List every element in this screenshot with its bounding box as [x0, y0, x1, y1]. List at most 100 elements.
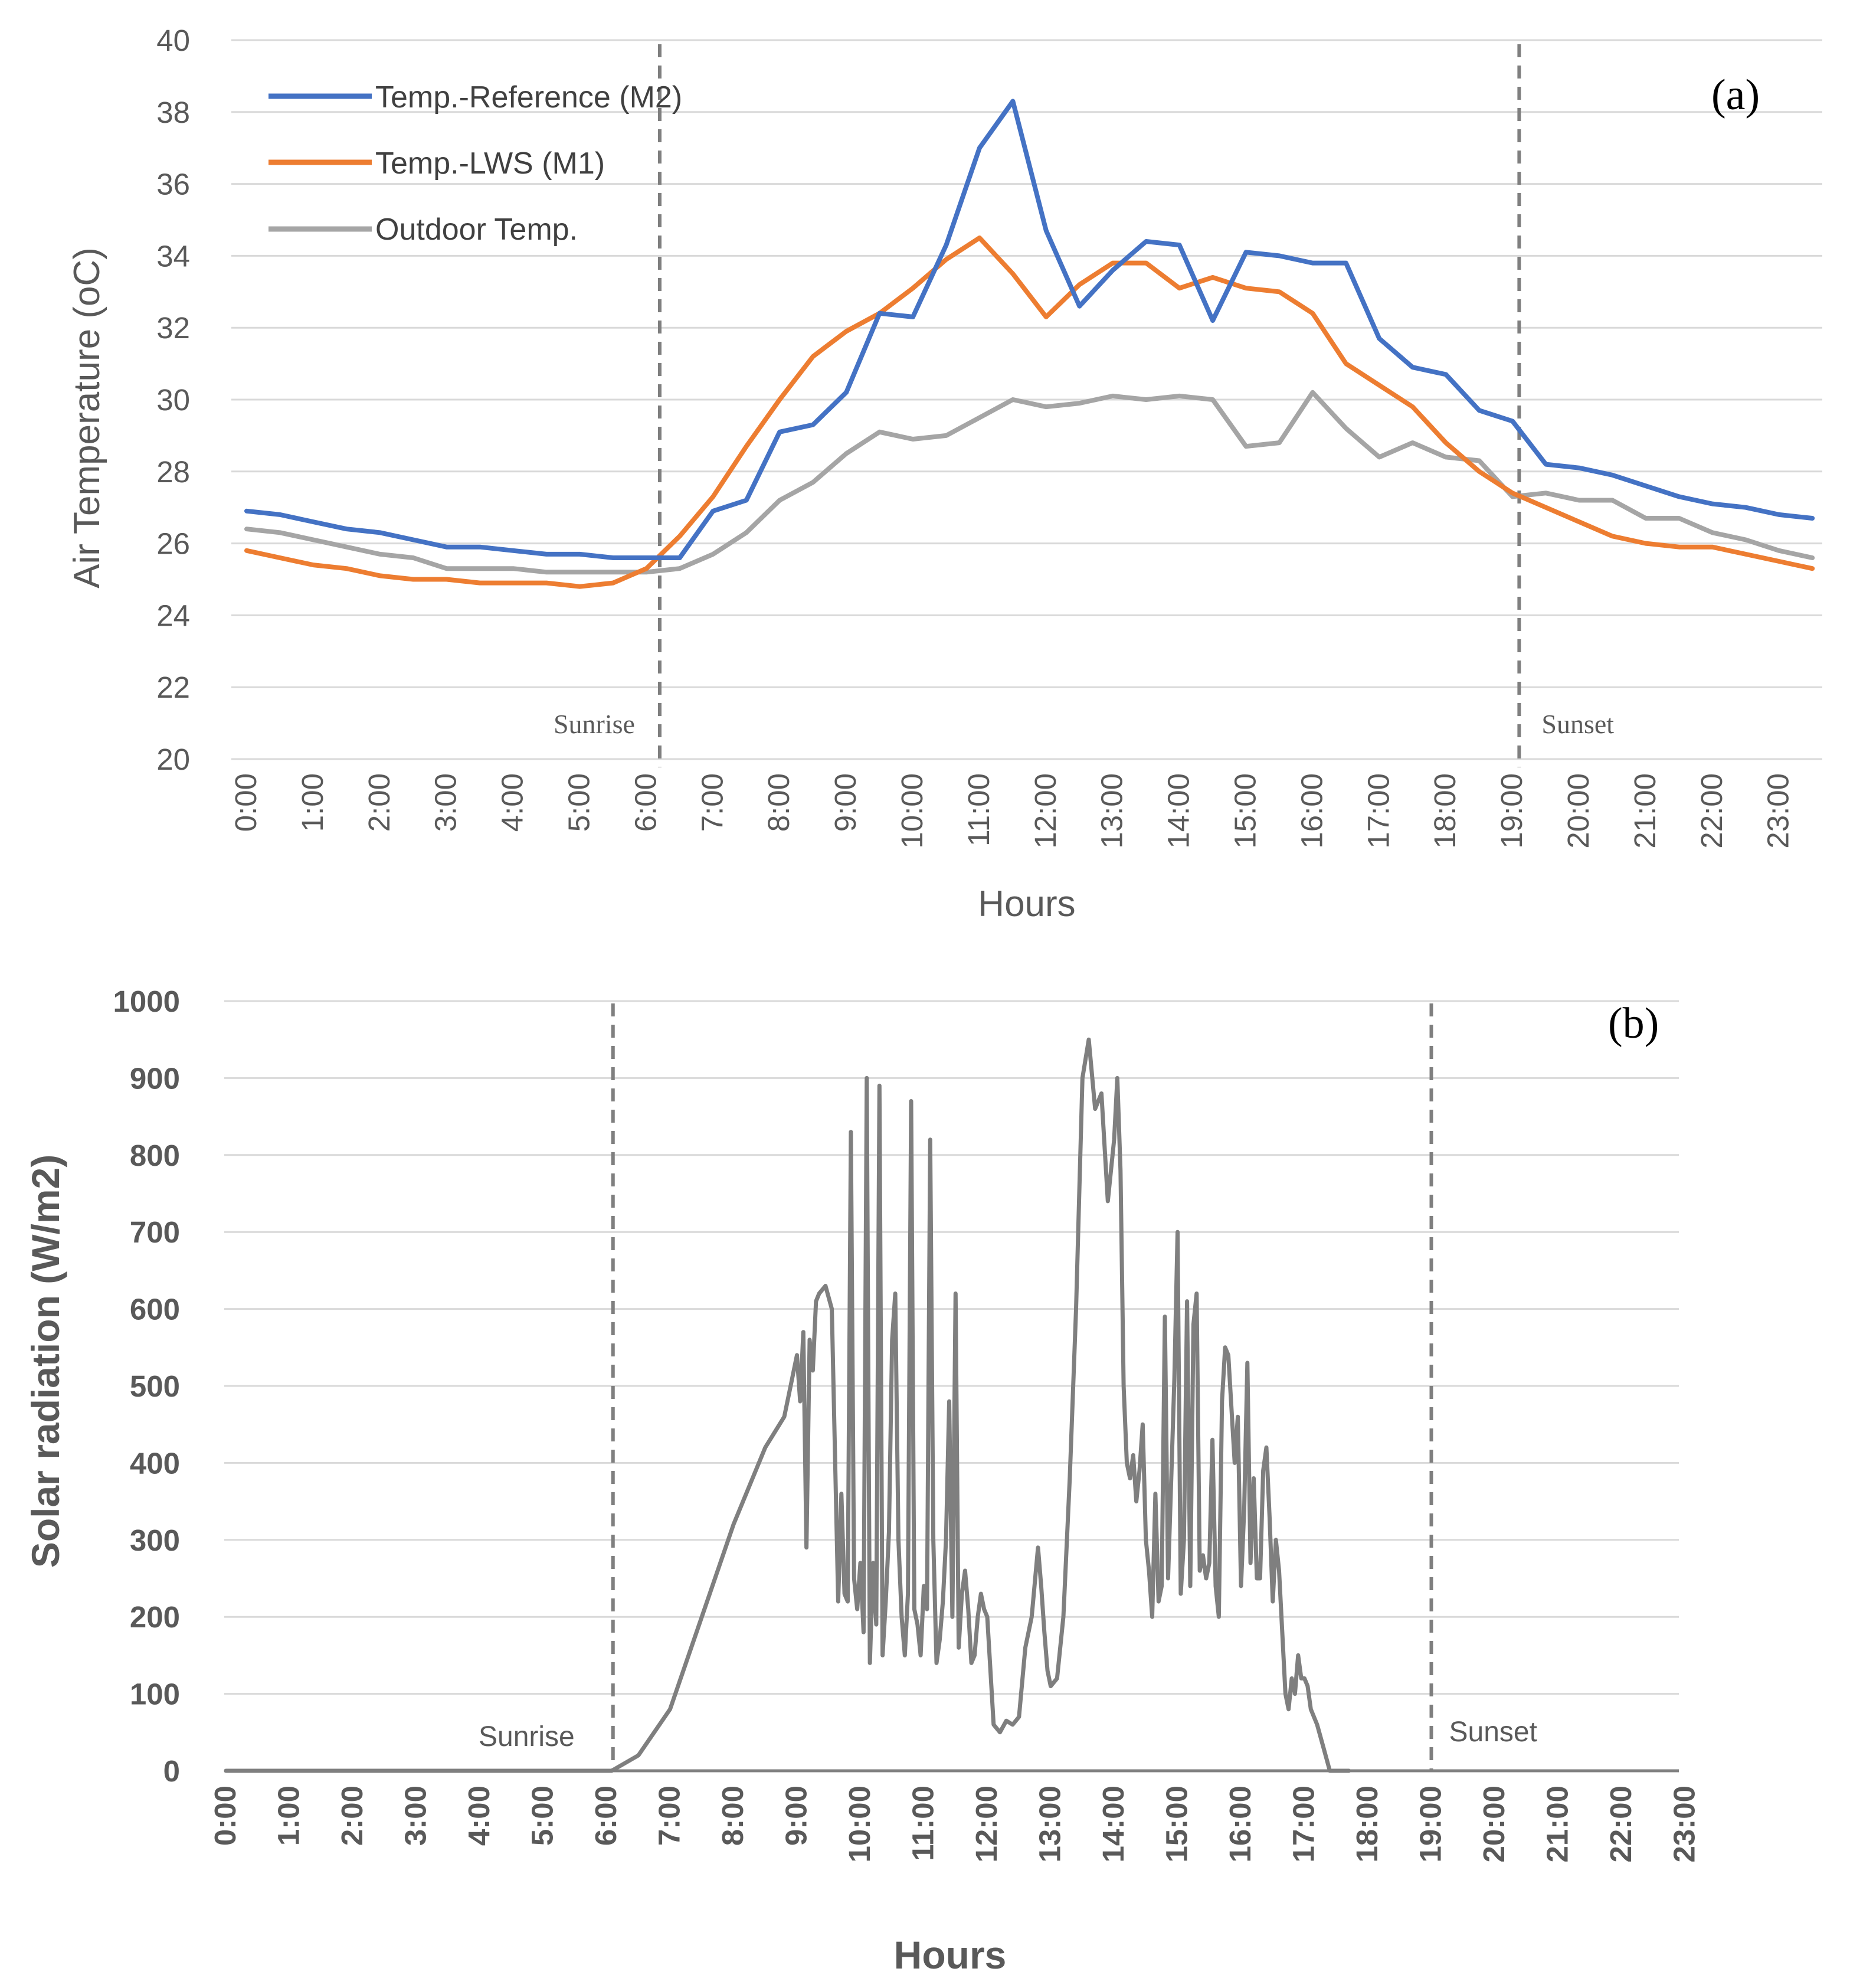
a-y-axis-title: Air Temperature (oC) — [67, 247, 107, 588]
a-x-tick-label: 11:00 — [962, 773, 996, 846]
a-y-tick-label: 32 — [156, 311, 190, 345]
b-x-tick-label: 12:00 — [970, 1786, 1003, 1862]
b-y-tick-label: 900 — [130, 1061, 180, 1095]
a-x-tick-label: 2:00 — [362, 773, 396, 832]
b-x-tick-label: 23:00 — [1668, 1786, 1701, 1862]
a-x-tick-label: 21:00 — [1628, 773, 1662, 849]
b-marker-lines: Sunrise Sunset — [479, 1003, 1537, 1771]
b-y-tick-label: 800 — [130, 1139, 180, 1172]
b-x-tick-label: 0:00 — [208, 1786, 242, 1846]
b-x-tick-label: 8:00 — [716, 1786, 749, 1846]
a-legend: Temp.-Reference (M2) Temp.-LWS (M1) Outd… — [269, 80, 682, 247]
a-y-tick-label: 34 — [156, 239, 190, 273]
b-marker-label: Sunset — [1449, 1716, 1537, 1748]
b-y-tick-label: 500 — [130, 1369, 180, 1403]
b-y-tick-label: 1000 — [113, 985, 180, 1018]
a-y-tick-labels: 20 22 24 26 28 30 32 34 36 38 40 — [156, 24, 190, 776]
b-marker-label: Sunrise — [479, 1721, 575, 1752]
b-x-axis-title: Hours — [894, 1933, 1007, 1977]
b-x-tick-label: 4:00 — [462, 1786, 496, 1846]
a-x-tick-label: 13:00 — [1095, 773, 1129, 849]
a-gridlines — [231, 39, 1822, 760]
b-x-tick-label: 15:00 — [1160, 1786, 1194, 1862]
b-x-tick-label: 19:00 — [1414, 1786, 1448, 1862]
legend-label-outdoor: Outdoor Temp. — [375, 212, 578, 247]
panel-label-b: (b) — [1608, 999, 1659, 1048]
b-y-tick-label: 100 — [130, 1678, 180, 1711]
a-x-tick-label: 0:00 — [229, 773, 263, 832]
b-x-tick-label: 7:00 — [653, 1786, 686, 1846]
a-series-line-2 — [244, 236, 1815, 589]
a-x-tick-label: 4:00 — [496, 773, 529, 832]
a-marker-lines: Sunrise Sunset — [554, 44, 1614, 767]
a-x-axis-title: Hours — [978, 884, 1075, 924]
a-series-lines — [244, 99, 1815, 589]
a-x-tick-label: 22:00 — [1695, 773, 1728, 849]
a-y-tick-label: 24 — [156, 599, 190, 632]
b-x-tick-label: 20:00 — [1477, 1786, 1511, 1862]
a-marker-label: Sunrise — [554, 709, 635, 739]
b-x-tick-label: 9:00 — [780, 1786, 813, 1846]
b-x-tick-label: 2:00 — [335, 1786, 369, 1846]
panel-a-temperature-chart: 20 22 24 26 28 30 32 34 36 38 40 0:00 1:00 2:00 3:00 4… — [67, 24, 1822, 924]
a-x-tick-label: 14:00 — [1162, 773, 1196, 849]
a-x-tick-label: 1:00 — [296, 773, 329, 832]
a-y-tick-label: 20 — [156, 743, 190, 776]
a-x-tick-labels: 0:00 1:00 2:00 3:00 4:00 5:00 6:00 7:00 8:00 9:00… — [229, 773, 1795, 849]
a-x-tick-label: 9:00 — [829, 773, 862, 832]
b-y-axis-title: Solar radiation (W/m2) — [24, 1155, 67, 1568]
panel-label-a: (a) — [1711, 71, 1760, 119]
a-y-tick-label: 30 — [156, 383, 190, 417]
a-x-tick-label: 6:00 — [628, 773, 662, 832]
a-x-tick-label: 12:00 — [1029, 773, 1062, 849]
a-x-tick-label: 17:00 — [1361, 773, 1395, 849]
b-y-tick-label: 0 — [163, 1754, 180, 1788]
a-x-tick-label: 7:00 — [695, 773, 729, 832]
a-y-tick-label: 28 — [156, 455, 190, 489]
legend-label-reference: Temp.-Reference (M2) — [375, 80, 682, 115]
b-x-tick-label: 13:00 — [1033, 1786, 1067, 1862]
a-x-tick-label: 10:00 — [895, 773, 929, 849]
b-y-tick-label: 400 — [130, 1446, 180, 1480]
b-y-tick-label: 300 — [130, 1523, 180, 1557]
b-series-line-1 — [224, 1037, 1351, 1773]
b-x-tick-label: 11:00 — [906, 1786, 940, 1861]
b-y-tick-label: 200 — [130, 1600, 180, 1634]
b-y-tick-label: 600 — [130, 1293, 180, 1326]
a-y-tick-label: 36 — [156, 168, 190, 201]
a-series-line-1 — [244, 99, 1815, 560]
a-x-tick-label: 3:00 — [429, 773, 463, 832]
a-x-tick-label: 8:00 — [762, 773, 795, 832]
b-x-tick-label: 16:00 — [1223, 1786, 1257, 1862]
b-x-tick-label: 22:00 — [1604, 1786, 1638, 1862]
b-y-tick-labels: 0 100 200 300 400 500 600 700 800 900 1000 — [113, 985, 180, 1788]
a-y-tick-label: 38 — [156, 96, 190, 129]
a-marker-label: Sunset — [1541, 709, 1614, 739]
b-x-tick-label: 5:00 — [526, 1786, 559, 1846]
b-x-tick-label: 10:00 — [843, 1786, 876, 1862]
a-y-tick-label: 26 — [156, 527, 190, 561]
panel-b-solar-chart: 0 100 200 300 400 500 600 700 800 900 1000 0:00 1:0… — [24, 985, 1701, 1977]
a-series-line-3 — [244, 390, 1815, 575]
a-x-tick-label: 15:00 — [1229, 773, 1262, 849]
legend-label-lws: Temp.-LWS (M1) — [375, 146, 605, 181]
b-x-tick-label: 6:00 — [589, 1786, 623, 1846]
a-y-tick-label: 40 — [156, 24, 190, 57]
b-series-lines — [224, 1037, 1351, 1773]
b-x-tick-label: 1:00 — [272, 1786, 306, 1846]
a-x-tick-label: 19:00 — [1495, 773, 1528, 849]
a-x-tick-label: 5:00 — [562, 773, 596, 832]
b-gridlines — [224, 1000, 1679, 1773]
a-x-tick-label: 18:00 — [1428, 773, 1462, 849]
a-x-tick-label: 16:00 — [1295, 773, 1328, 849]
a-x-tick-label: 23:00 — [1761, 773, 1795, 849]
b-x-tick-labels: 0:00 1:00 2:00 3:00 4:00 5:00 6:00 7:00 8:00 9:00… — [208, 1786, 1701, 1862]
b-x-tick-label: 3:00 — [399, 1786, 433, 1846]
b-x-tick-label: 21:00 — [1541, 1786, 1574, 1862]
a-y-tick-label: 22 — [156, 671, 190, 704]
b-x-tick-label: 18:00 — [1350, 1786, 1384, 1862]
b-x-tick-label: 17:00 — [1287, 1786, 1321, 1862]
a-x-tick-label: 20:00 — [1561, 773, 1595, 849]
b-x-tick-label: 14:00 — [1096, 1786, 1130, 1862]
